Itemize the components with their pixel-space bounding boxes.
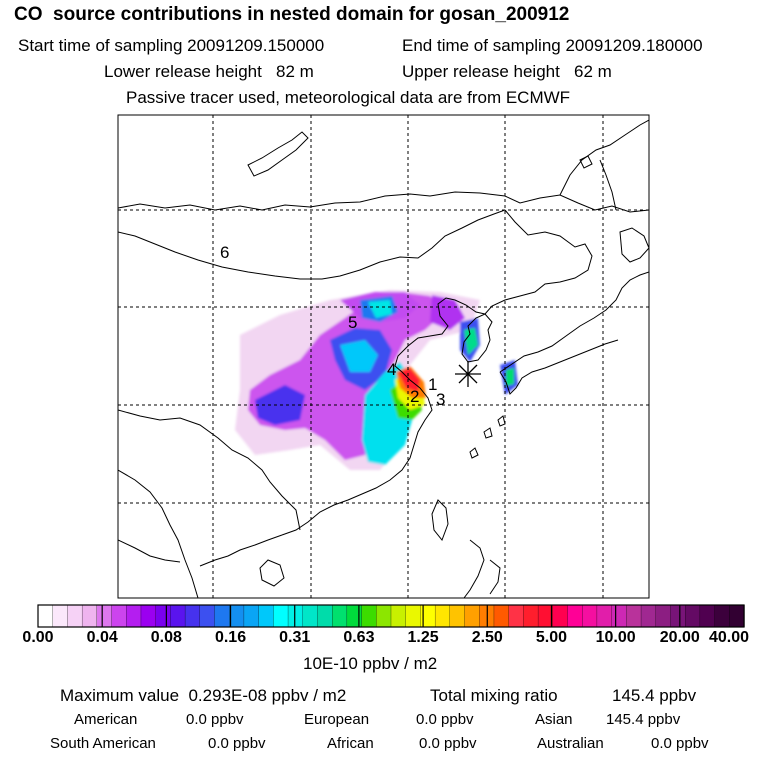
asian-label: Asian (535, 711, 573, 728)
colorbar-cell (67, 604, 83, 628)
region-label-4: 4 (387, 360, 396, 379)
colorbar-cell (273, 604, 289, 628)
colorbar-cell (96, 604, 113, 628)
colorbar-cell (111, 604, 127, 628)
colorbar-tick-label: 40.00 (708, 629, 750, 646)
colorbar-cell (126, 604, 142, 628)
colorbar-cell (302, 604, 319, 628)
colorbar-cell (140, 604, 157, 628)
colorbar-cell (317, 604, 333, 628)
total-mixing-value: 145.4 ppbv (612, 686, 697, 705)
colorbar-tick-label: 0.63 (343, 629, 375, 646)
lower-release-label: Lower release height 82 m (104, 62, 314, 81)
region-label-1: 1 (428, 375, 437, 394)
tracer-note: Passive tracer used, meteorological data… (126, 88, 571, 107)
american-value: 0.0 ppbv (186, 711, 244, 728)
colorbar-cell (464, 604, 480, 628)
region-label-3: 3 (436, 390, 445, 409)
map-gridlines (118, 115, 649, 598)
region-label-5: 5 (348, 313, 357, 332)
colorbar-cell (670, 604, 686, 628)
colorbar-tick-label: 0.31 (279, 629, 311, 646)
colorbar-tick-label: 1.25 (407, 629, 439, 646)
map-frame (117, 114, 650, 599)
colorbar-cell (729, 604, 745, 628)
colorbar-border (37, 604, 745, 628)
receptor-asterisk-icon (455, 361, 481, 387)
colorbar-unit-label: 10E-10 ppbv / m2 (303, 654, 438, 673)
colorbar-cell (611, 604, 627, 628)
australian-label: Australian (537, 735, 604, 752)
colorbar-tick-label: 2.50 (471, 629, 503, 646)
colorbar-major-dividers (101, 605, 681, 627)
colorbar-cell (376, 604, 392, 628)
colorbar-cell (287, 604, 304, 628)
colorbar-cell (37, 604, 54, 628)
colorbar-cell (699, 604, 716, 628)
region-label-6: 6 (220, 243, 229, 262)
colorbar-tick-label: 0.04 (86, 629, 118, 646)
coastlines (118, 119, 649, 598)
colorbar-cell (199, 604, 216, 628)
colorbar-cell (184, 604, 201, 628)
colorbar-cell (552, 604, 569, 628)
region-label-2: 2 (410, 387, 419, 406)
colorbar-tick-label: 10.00 (595, 629, 636, 646)
colorbar-tick-label: 5.00 (535, 629, 568, 646)
colorbar-cell (258, 604, 274, 628)
colorbar-tick-label: 20.00 (659, 629, 700, 646)
colorbar-cell (626, 604, 642, 628)
colorbar-cell (508, 604, 525, 628)
colorbar-cell (655, 604, 672, 628)
colorbar-cell (332, 604, 348, 628)
colorbar-cell (346, 604, 363, 628)
asian-value: 145.4 ppbv (606, 711, 681, 728)
south-american-label: South American (50, 735, 156, 752)
colorbar-cell (361, 604, 377, 628)
colorbar-cell (685, 604, 701, 628)
colorbar-cell (243, 604, 260, 628)
south-american-value: 0.0 ppbv (208, 735, 266, 752)
start-time-label: Start time of sampling 20091209.150000 (18, 36, 325, 55)
colorbar-cell (155, 604, 172, 628)
colorbar-cell (434, 604, 451, 628)
colorbar-cell (229, 604, 245, 628)
african-value: 0.0 ppbv (419, 735, 477, 752)
colorbar-cell (567, 604, 583, 628)
maximum-value-label: Maximum value 0.293E-08 ppbv / m2 (60, 686, 347, 705)
colorbar-cell (640, 604, 657, 628)
colorbar-cell (390, 604, 407, 628)
colorbar-cell (405, 604, 422, 628)
colorbar-tick-label: 0.16 (214, 629, 247, 646)
colorbar-cell (81, 604, 98, 628)
colorbar-cell (523, 604, 539, 628)
european-label: European (304, 711, 370, 728)
upper-release-label: Upper release height 62 m (402, 62, 612, 81)
plot-title: CO source contributions in nested domain… (14, 4, 570, 25)
colorbar-cell (582, 604, 598, 628)
colorbar-cells (37, 604, 745, 628)
colorbar-cell (170, 604, 186, 628)
colorbar-tick-label: 0.00 (22, 629, 54, 646)
colorbar-tick-label: 0.08 (150, 629, 182, 646)
concentration-plume (235, 290, 518, 470)
colorbar-cell (449, 604, 466, 628)
african-label: African (327, 735, 374, 752)
colorbar-cell (714, 604, 730, 628)
colorbar-cell (214, 604, 230, 628)
colorbar-cell (52, 604, 69, 628)
total-mixing-label: Total mixing ratio (430, 686, 558, 705)
end-time-label: End time of sampling 20091209.180000 (402, 36, 703, 55)
american-label: American (74, 711, 138, 728)
european-value: 0.0 ppbv (416, 711, 474, 728)
australian-value: 0.0 ppbv (651, 735, 709, 752)
colorbar-cell (596, 604, 613, 628)
colorbar-cell (493, 604, 510, 628)
